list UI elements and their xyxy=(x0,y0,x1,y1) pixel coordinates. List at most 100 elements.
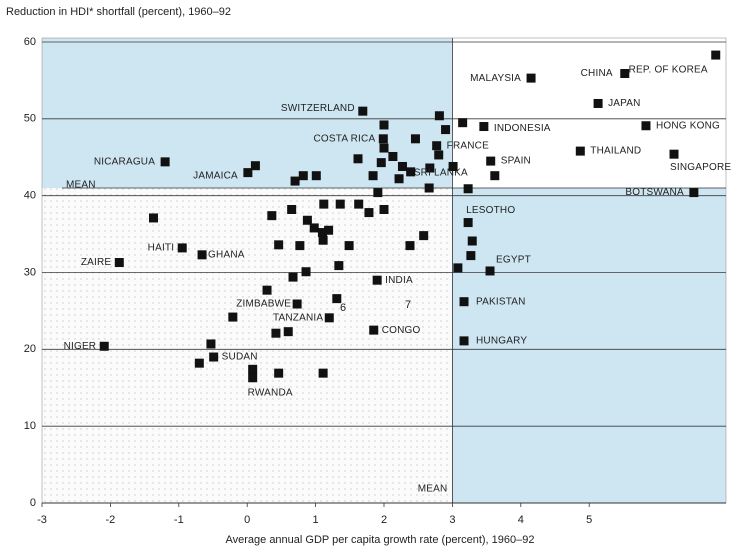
point-label: SRI LANKA xyxy=(414,168,468,179)
point xyxy=(248,364,258,374)
point xyxy=(160,157,170,167)
point xyxy=(575,146,585,156)
y-tick-label: 50 xyxy=(24,113,36,125)
point xyxy=(318,368,328,378)
point xyxy=(486,156,496,166)
point xyxy=(318,235,328,245)
point xyxy=(114,258,124,268)
point xyxy=(458,118,468,128)
point xyxy=(354,199,364,209)
point xyxy=(267,211,277,221)
point xyxy=(459,336,469,346)
point xyxy=(379,143,389,153)
point xyxy=(689,188,699,198)
point xyxy=(432,141,442,151)
point xyxy=(373,188,383,198)
quadrant-low-high xyxy=(452,187,726,503)
point xyxy=(485,266,495,276)
point-label: ZIMBABWE xyxy=(236,299,291,310)
chart-title: Reduction in HDI* shortfall (percent), 1… xyxy=(6,6,231,18)
point xyxy=(379,204,389,214)
point xyxy=(711,50,721,60)
point xyxy=(324,313,334,323)
point xyxy=(243,168,253,178)
point-label: LESOTHO xyxy=(466,205,515,216)
point xyxy=(274,240,284,250)
point-label: HAITI xyxy=(148,243,175,254)
point xyxy=(353,154,363,164)
point xyxy=(334,261,344,271)
point xyxy=(206,339,216,349)
point xyxy=(197,250,207,260)
x-tick-label: -1 xyxy=(174,514,184,526)
point xyxy=(376,158,386,168)
point xyxy=(463,184,473,194)
point-label: SINGAPORE xyxy=(670,162,731,173)
point-label: INDONESIA xyxy=(494,123,551,134)
point-label: RWANDA xyxy=(248,387,293,398)
point xyxy=(479,122,489,132)
point-label: NICARAGUA xyxy=(94,157,155,168)
point xyxy=(148,213,158,223)
point-label: REP. OF KOREA xyxy=(629,65,708,76)
point-label: JAMAICA xyxy=(193,170,238,181)
point-label: PAKISTAN xyxy=(476,296,526,307)
point xyxy=(448,161,458,171)
point xyxy=(372,275,382,285)
point-label: MALAYSIA xyxy=(470,73,521,84)
point xyxy=(410,134,420,144)
x-tick-label: 4 xyxy=(518,514,524,526)
point xyxy=(99,341,109,351)
point xyxy=(283,327,293,337)
background xyxy=(41,37,727,504)
quadrant-high-high xyxy=(452,38,726,188)
point xyxy=(274,368,284,378)
point xyxy=(271,328,281,338)
point xyxy=(369,325,379,335)
point-label: GHANA xyxy=(208,249,245,260)
y-tick-label: 60 xyxy=(24,36,36,48)
x-tick-label: -3 xyxy=(37,514,47,526)
point-label: EGYPT xyxy=(496,255,531,266)
point xyxy=(441,125,451,135)
point xyxy=(324,225,334,235)
point xyxy=(424,183,434,193)
point xyxy=(288,272,298,282)
point xyxy=(425,163,435,173)
x-tick-label: -2 xyxy=(106,514,116,526)
y-tick-label: 0 xyxy=(30,497,36,509)
y-tick-label: 40 xyxy=(24,190,36,202)
annotation: 7 xyxy=(405,299,411,311)
point xyxy=(405,241,415,251)
point xyxy=(287,204,297,214)
quadrant-low-low xyxy=(42,187,453,503)
point-label: SPAIN xyxy=(501,156,531,167)
point xyxy=(262,285,272,295)
point xyxy=(388,151,398,161)
point-label: HUNGARY xyxy=(476,336,527,347)
point xyxy=(620,69,630,79)
x-tick-label: 0 xyxy=(244,514,250,526)
point-label: SUDAN xyxy=(222,352,258,363)
point-label: TANZANIA xyxy=(273,312,323,323)
point-label: JAPAN xyxy=(608,98,641,109)
point xyxy=(301,267,311,277)
point xyxy=(379,120,389,130)
x-tick-label: 3 xyxy=(449,514,455,526)
x-tick-label: 5 xyxy=(586,514,592,526)
point xyxy=(463,218,473,228)
point xyxy=(177,243,187,253)
point-label: ZAIRE xyxy=(81,257,112,268)
point-label: INDIA xyxy=(385,275,413,286)
point xyxy=(593,98,603,108)
point xyxy=(490,171,500,181)
x-axis-label: Average annual GDP per capita growth rat… xyxy=(225,534,534,546)
point xyxy=(453,263,463,273)
point xyxy=(434,111,444,121)
point xyxy=(228,312,238,322)
x-tick-label: 2 xyxy=(381,514,387,526)
point xyxy=(394,174,404,184)
point xyxy=(302,215,312,225)
point xyxy=(335,199,345,209)
point xyxy=(467,236,477,246)
